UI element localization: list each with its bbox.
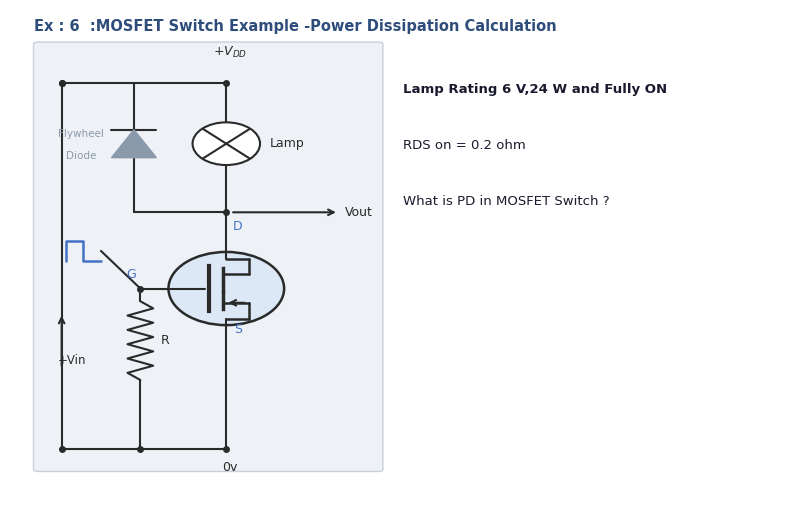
Circle shape	[168, 252, 285, 325]
Text: RDS on = 0.2 ohm: RDS on = 0.2 ohm	[403, 138, 526, 152]
Text: +Vin: +Vin	[57, 355, 86, 367]
FancyBboxPatch shape	[34, 42, 383, 472]
Text: G: G	[127, 268, 136, 281]
Text: Ex : 6  :MOSFET Switch Example -Power Dissipation Calculation: Ex : 6 :MOSFET Switch Example -Power Dis…	[34, 19, 556, 34]
Text: What is PD in MOSFET Switch ?: What is PD in MOSFET Switch ?	[403, 195, 609, 207]
Text: 0v: 0v	[222, 461, 238, 474]
Polygon shape	[111, 130, 156, 158]
Circle shape	[193, 122, 260, 165]
Text: Flywheel: Flywheel	[57, 129, 103, 138]
Text: $+V_{DD}$: $+V_{DD}$	[214, 45, 247, 60]
Text: Vout: Vout	[345, 206, 373, 219]
Text: S: S	[235, 322, 243, 336]
Text: Diode: Diode	[65, 151, 96, 161]
Text: Lamp: Lamp	[270, 137, 305, 150]
Text: R: R	[160, 334, 169, 347]
Text: Lamp Rating 6 V,24 W and Fully ON: Lamp Rating 6 V,24 W and Fully ON	[403, 83, 667, 96]
Text: D: D	[233, 220, 243, 233]
